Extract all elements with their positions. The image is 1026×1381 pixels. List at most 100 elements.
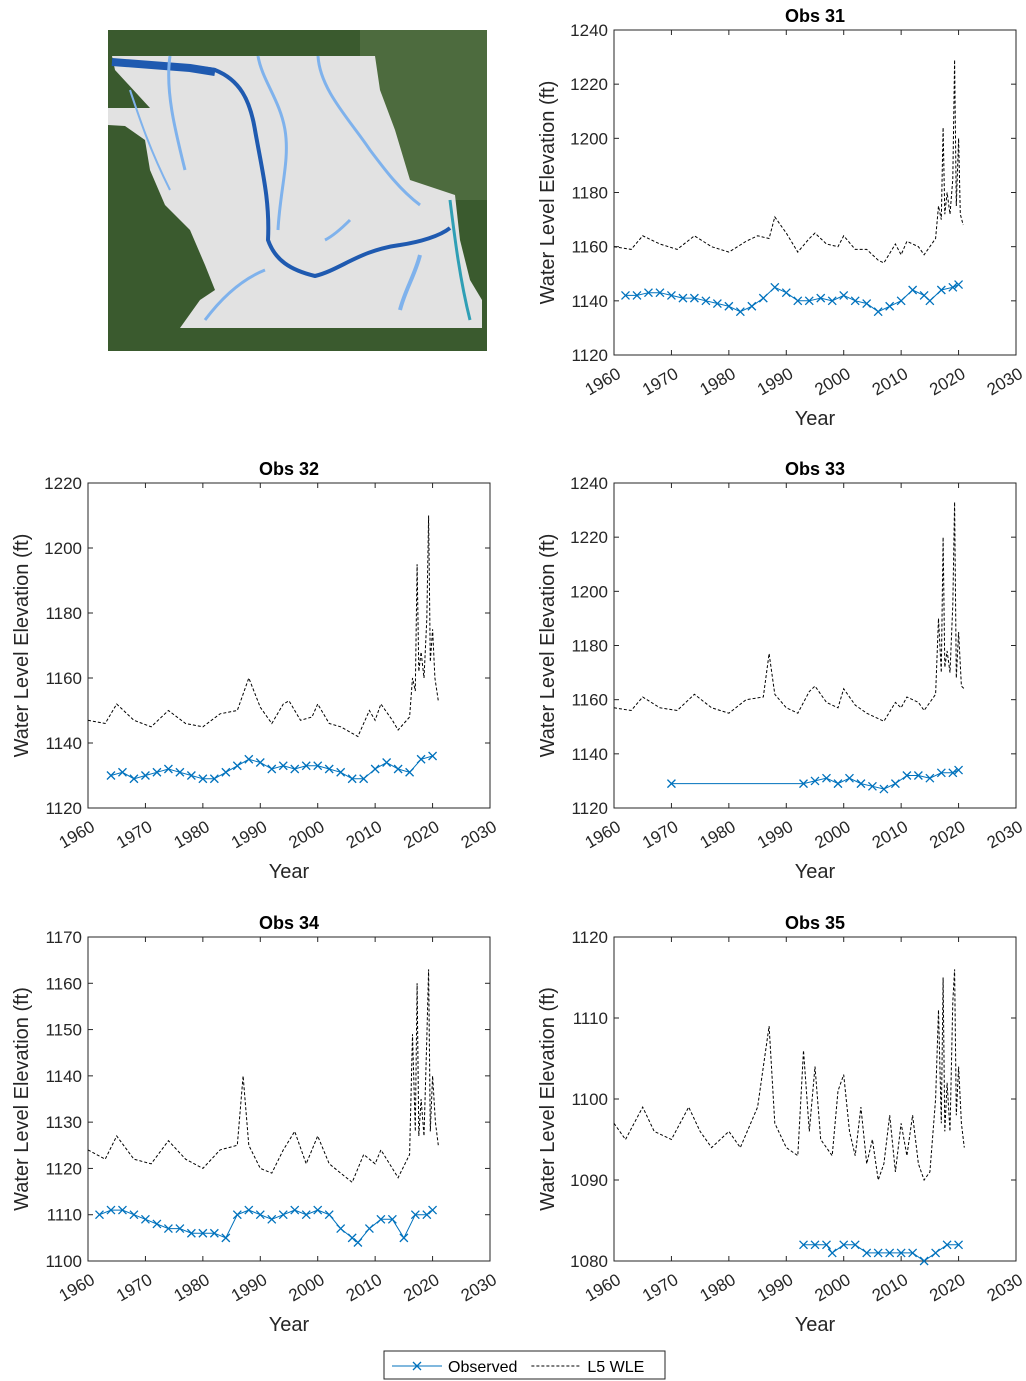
x-tick-label: 1970 xyxy=(113,1270,155,1305)
marker-x xyxy=(416,754,426,764)
y-tick-label: 1200 xyxy=(570,582,608,601)
chart-panel: 1960 1970 1980 1990 2000 2010 2020 2030 1080 1090… xyxy=(537,913,1026,1336)
y-tick-label: 1100 xyxy=(571,1090,608,1109)
marker-x xyxy=(290,1205,300,1215)
y-tick-label: 1240 xyxy=(570,21,608,40)
marker-x xyxy=(822,773,831,783)
marker-x xyxy=(301,1210,311,1220)
y-tick-label: 1200 xyxy=(44,539,82,558)
marker-x xyxy=(810,1240,820,1250)
series-line xyxy=(613,501,965,722)
marker-x xyxy=(313,761,323,771)
model-domain xyxy=(108,56,482,328)
chart-title: Obs 33 xyxy=(785,459,845,479)
marker-x xyxy=(867,781,877,791)
x-axis-label: Year xyxy=(795,1314,836,1336)
y-tick-label: 1140 xyxy=(45,1067,82,1086)
marker-x xyxy=(948,768,958,778)
marker-x xyxy=(393,764,403,774)
y-axis-label: Water Level Elevation (ft) xyxy=(11,987,33,1211)
chart-title: Obs 35 xyxy=(785,913,845,933)
marker-x xyxy=(925,296,935,306)
marker-x xyxy=(632,290,642,300)
marker-x xyxy=(244,754,254,764)
marker-x xyxy=(643,288,653,298)
x-tick-label: 2000 xyxy=(285,817,327,852)
marker-x xyxy=(862,299,872,309)
marker-x xyxy=(140,1214,150,1224)
marker-x xyxy=(387,1214,397,1224)
marker-x xyxy=(839,1240,849,1250)
tributary xyxy=(203,268,266,321)
x-tick-label: 2010 xyxy=(343,1270,385,1305)
marker-x xyxy=(198,1228,208,1238)
x-tick-label: 2010 xyxy=(869,364,911,399)
marker-x xyxy=(747,301,757,311)
marker-x xyxy=(862,1248,872,1258)
marker-x xyxy=(163,1224,173,1234)
chart-title: Obs 31 xyxy=(785,6,845,26)
marker-x xyxy=(954,765,964,775)
marker-x xyxy=(873,307,883,317)
x-tick-label: 2030 xyxy=(458,1270,500,1305)
chart-panel: 1960 1970 1980 1990 2000 2010 2020 2030 1120 1140… xyxy=(537,6,1026,430)
marker-x xyxy=(896,1248,906,1258)
tributary xyxy=(324,218,352,242)
x-tick-label: 1980 xyxy=(697,1270,739,1305)
tributary xyxy=(167,55,187,171)
marker-x xyxy=(186,1228,196,1238)
y-tick-label: 1170 xyxy=(45,928,82,947)
marker-x xyxy=(129,1210,139,1220)
map-image xyxy=(108,30,487,351)
series-line xyxy=(671,769,959,790)
marker-x xyxy=(712,299,722,309)
chart-panel: 1960 1970 1980 1990 2000 2010 2020 2030 1120 1140… xyxy=(11,459,500,883)
marker-x xyxy=(896,296,906,306)
marker-x xyxy=(278,761,288,771)
y-tick-label: 1120 xyxy=(45,1159,82,1178)
marker-x xyxy=(428,751,438,761)
marker-x xyxy=(209,774,219,784)
marker-x xyxy=(382,758,392,767)
marker-x xyxy=(833,779,843,789)
y-tick-label: 1140 xyxy=(45,734,82,753)
x-tick-label: 2010 xyxy=(343,817,385,852)
legend-box xyxy=(383,1350,666,1380)
marker-x xyxy=(758,293,768,303)
marker-x xyxy=(621,290,630,300)
marker-x xyxy=(244,1205,254,1215)
x-tick-label: 1990 xyxy=(228,1270,270,1305)
y-axis-label: Water Level Elevation (ft) xyxy=(537,987,559,1211)
chart-title: Obs 34 xyxy=(259,913,319,933)
marker-x xyxy=(827,1248,837,1258)
x-tick-label: 1960 xyxy=(582,1270,624,1305)
marker-x xyxy=(410,1210,420,1220)
y-tick-label: 1130 xyxy=(45,1113,82,1132)
marker-x xyxy=(799,1240,808,1250)
marker-x xyxy=(163,764,173,774)
marker-x xyxy=(301,761,311,771)
x-tick-label: 1960 xyxy=(582,817,624,852)
marker-x xyxy=(873,1248,883,1258)
marker-x xyxy=(885,1248,895,1258)
x-tick-label: 2030 xyxy=(984,1270,1026,1305)
marker-x xyxy=(666,290,676,300)
marker-x xyxy=(336,767,346,777)
plot-area xyxy=(87,936,491,1262)
marker-x xyxy=(140,771,150,780)
marker-x xyxy=(885,301,895,311)
marker-x xyxy=(770,282,780,292)
x-axis-label: Year xyxy=(795,861,836,883)
boundary-river xyxy=(448,199,472,321)
x-tick-label: 1970 xyxy=(113,817,155,852)
marker-x xyxy=(936,285,946,295)
marker-x xyxy=(948,282,958,292)
x-tick-label: 1980 xyxy=(697,817,739,852)
x-axis-label: Year xyxy=(269,861,310,883)
series-line xyxy=(87,515,439,738)
marker-x xyxy=(850,1240,860,1250)
y-tick-label: 1080 xyxy=(570,1252,608,1271)
marker-x xyxy=(804,296,814,306)
marker-x xyxy=(152,1219,162,1229)
